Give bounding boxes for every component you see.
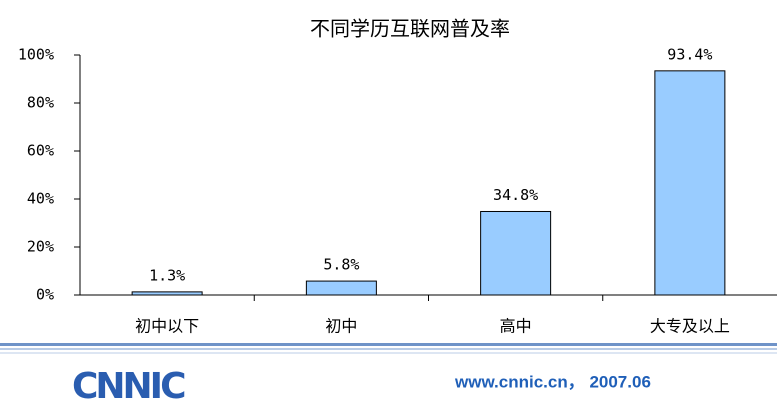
x-tick-label: 高中 <box>500 317 532 336</box>
footer-rule <box>0 343 777 346</box>
data-label: 1.3% <box>149 266 185 284</box>
footer-rule <box>0 352 777 354</box>
y-tick-label: 40% <box>27 190 54 208</box>
data-label: 5.8% <box>323 256 359 274</box>
bar <box>480 210 552 296</box>
x-tick-label: 初中以下 <box>135 317 199 336</box>
y-tick-label: 80% <box>27 94 54 112</box>
x-tick-label: 大专及以上 <box>650 317 730 336</box>
y-tick-label: 60% <box>27 142 54 160</box>
y-tick-label: 20% <box>27 238 54 256</box>
bar <box>305 280 377 296</box>
footer-text: www.cnnic.cn， 2007.06 <box>454 372 651 391</box>
bar <box>131 291 203 296</box>
data-label: 93.4% <box>667 45 712 63</box>
bar <box>654 70 726 296</box>
logo: CNNIC <box>72 366 185 407</box>
x-tick-label: 初中 <box>325 317 357 336</box>
y-tick-label: 0% <box>36 286 54 304</box>
footer-rule <box>0 348 777 350</box>
y-tick-label: 100% <box>18 46 54 64</box>
data-label: 34.8% <box>493 186 538 204</box>
chart-title: 不同学历互联网普及率 <box>310 17 510 41</box>
